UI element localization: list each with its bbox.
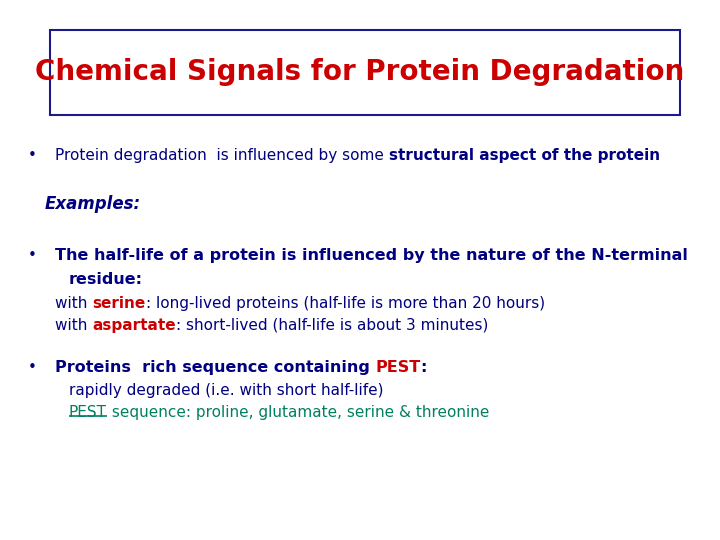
Text: •: •	[28, 148, 37, 163]
Text: structural aspect of the protein: structural aspect of the protein	[389, 148, 660, 163]
Text: residue:: residue:	[69, 272, 143, 287]
Text: Chemical Signals for Protein Degradation: Chemical Signals for Protein Degradation	[35, 58, 685, 86]
Text: The half-life of a protein is influenced by the nature of the N-terminal: The half-life of a protein is influenced…	[55, 248, 688, 263]
Bar	[50, 30, 680, 115]
Text: Protein degradation  is influenced by some: Protein degradation is influenced by som…	[55, 148, 389, 163]
Text: :: :	[420, 360, 427, 375]
Text: •: •	[28, 360, 37, 375]
Text: sequence: proline, glutamate, serine & threonine: sequence: proline, glutamate, serine & t…	[107, 405, 490, 420]
Text: with: with	[55, 296, 92, 311]
Text: with: with	[55, 318, 92, 333]
Text: PEST: PEST	[376, 360, 420, 375]
Text: serine: serine	[92, 296, 145, 311]
Text: : short-lived (half-life is about 3 minutes): : short-lived (half-life is about 3 minu…	[176, 318, 488, 333]
Text: Proteins  rich sequence containing: Proteins rich sequence containing	[55, 360, 376, 375]
Text: Examples:: Examples:	[45, 195, 141, 213]
Text: •: •	[28, 248, 37, 263]
Text: : long-lived proteins (half-life is more than 20 hours): : long-lived proteins (half-life is more…	[145, 296, 544, 311]
Text: PEST: PEST	[69, 405, 107, 420]
Text: rapidly degraded (i.e. with short half-life): rapidly degraded (i.e. with short half-l…	[69, 383, 384, 398]
Text: aspartate: aspartate	[92, 318, 176, 333]
